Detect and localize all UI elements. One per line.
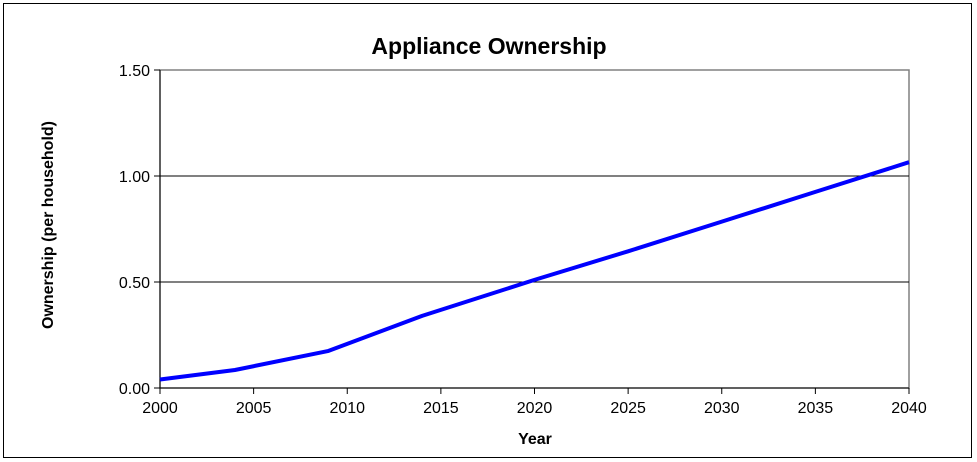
x-tick-label: 2000 <box>142 400 178 417</box>
x-tick-labels: 2000 2005 2010 2015 2020 2025 2030 2035 2040 <box>142 400 927 417</box>
y-tick-label: 0.50 <box>119 275 150 292</box>
x-tick-label: 2015 <box>423 400 459 417</box>
x-tick-label: 2035 <box>798 400 834 417</box>
x-tick-label: 2040 <box>891 400 927 417</box>
x-tick-label: 2010 <box>329 400 365 417</box>
x-axis-title: Year <box>518 431 552 448</box>
y-tick-label: 1.00 <box>119 169 150 186</box>
plot-area <box>159 69 910 389</box>
series-lines <box>159 160 910 382</box>
y-tick-labels: 0.00 0.50 1.00 1.50 <box>119 63 150 398</box>
series-line <box>159 160 910 382</box>
y-axis-title: Ownership (per household) <box>40 121 57 329</box>
x-tick-label: 2005 <box>236 400 272 417</box>
x-tick-label: 2030 <box>704 400 740 417</box>
y-tick-label: 0.00 <box>119 381 150 398</box>
x-tick-label: 2020 <box>517 400 553 417</box>
y-tick-label: 1.50 <box>119 63 150 80</box>
x-tick-label: 2025 <box>610 400 646 417</box>
chart-title: Appliance Ownership <box>371 33 606 59</box>
